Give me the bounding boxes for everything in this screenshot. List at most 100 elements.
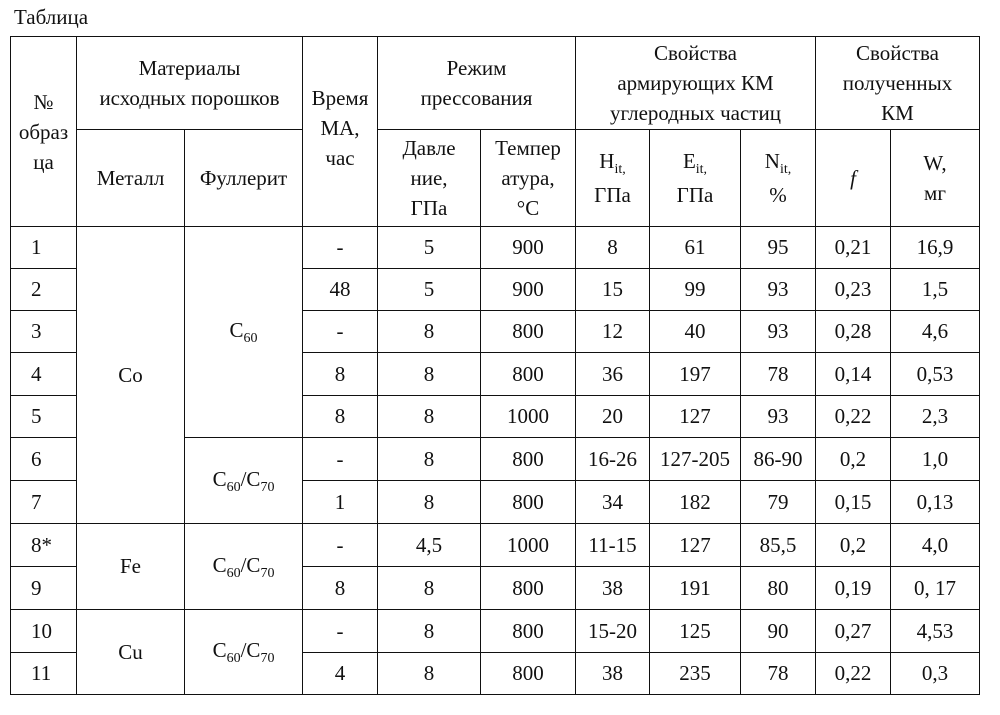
data-table: №образца Материалыисходных порошков Врем… [10, 36, 980, 695]
temperature-value: 800 [481, 353, 576, 396]
w-value: 1,5 [891, 269, 980, 311]
w-value: 1,0 [891, 438, 980, 481]
hit-value: 15 [576, 269, 650, 311]
hit-value: 16-26 [576, 438, 650, 481]
ma-time: 8 [303, 396, 378, 438]
w-value: 4,6 [891, 311, 980, 353]
w-value: 0,53 [891, 353, 980, 396]
nit-value: 95 [741, 227, 816, 269]
eit-value: 125 [650, 610, 741, 653]
f-value: 0,2 [816, 438, 891, 481]
fullerite-c60-c70: C60/C70 [185, 610, 303, 695]
ma-time: - [303, 610, 378, 653]
table-caption: Таблица [14, 4, 88, 30]
ma-time: 4 [303, 653, 378, 695]
table-row: 10 Cu C60/C70 - 8 800 15-20 125 90 0,27 … [11, 610, 980, 653]
pressure-value: 8 [378, 438, 481, 481]
ma-time: - [303, 311, 378, 353]
ma-time: - [303, 524, 378, 567]
nit-value: 93 [741, 311, 816, 353]
eit-value: 127 [650, 396, 741, 438]
temperature-value: 800 [481, 311, 576, 353]
hit-value: 8 [576, 227, 650, 269]
hit-value: 15-20 [576, 610, 650, 653]
header-pressing-mode: Режимпрессования [378, 37, 576, 130]
f-value: 0,28 [816, 311, 891, 353]
header-hit: Hit,ГПа [576, 130, 650, 227]
hit-value: 20 [576, 396, 650, 438]
w-value: 0, 17 [891, 567, 980, 610]
pressure-value: 8 [378, 353, 481, 396]
sample-number: 2 [11, 269, 77, 311]
f-value: 0,21 [816, 227, 891, 269]
pressure-value: 8 [378, 311, 481, 353]
fullerite-c60-c70: C60/C70 [185, 438, 303, 524]
hit-value: 34 [576, 481, 650, 524]
nit-value: 78 [741, 653, 816, 695]
nit-value: 85,5 [741, 524, 816, 567]
header-materials: Материалыисходных порошков [77, 37, 303, 130]
hit-value: 12 [576, 311, 650, 353]
eit-value: 40 [650, 311, 741, 353]
eit-value: 99 [650, 269, 741, 311]
pressure-value: 8 [378, 567, 481, 610]
sample-number: 4 [11, 353, 77, 396]
w-value: 4,0 [891, 524, 980, 567]
header-friction-f: f [816, 130, 891, 227]
temperature-value: 1000 [481, 396, 576, 438]
pressure-value: 4,5 [378, 524, 481, 567]
header-reinforcing-properties: Свойстваармирующих КМуглеродных частиц [576, 37, 816, 130]
sample-number: 11 [11, 653, 77, 695]
ma-time: - [303, 438, 378, 481]
f-value: 0,2 [816, 524, 891, 567]
nit-value: 90 [741, 610, 816, 653]
f-value: 0,22 [816, 396, 891, 438]
f-value: 0,23 [816, 269, 891, 311]
sample-number: 1 [11, 227, 77, 269]
metal-fe: Fe [77, 524, 185, 610]
f-value: 0,27 [816, 610, 891, 653]
temperature-value: 1000 [481, 524, 576, 567]
eit-value: 182 [650, 481, 741, 524]
hit-value: 36 [576, 353, 650, 396]
fullerite-c60-c70: C60/C70 [185, 524, 303, 610]
pressure-value: 5 [378, 227, 481, 269]
eit-value: 127-205 [650, 438, 741, 481]
header-wear-w: W,мг [891, 130, 980, 227]
pressure-value: 8 [378, 481, 481, 524]
hit-value: 11-15 [576, 524, 650, 567]
w-value: 16,9 [891, 227, 980, 269]
nit-value: 93 [741, 269, 816, 311]
ma-time: - [303, 227, 378, 269]
header-ma-time: ВремяМА,час [303, 37, 378, 227]
nit-value: 93 [741, 396, 816, 438]
ma-time: 48 [303, 269, 378, 311]
header-pressure: Давление,ГПа [378, 130, 481, 227]
sample-number: 5 [11, 396, 77, 438]
nit-value: 86-90 [741, 438, 816, 481]
pressure-value: 5 [378, 269, 481, 311]
header-obtained-properties: СвойстваполученныхКМ [816, 37, 980, 130]
ma-time: 8 [303, 567, 378, 610]
temperature-value: 900 [481, 227, 576, 269]
pressure-value: 8 [378, 653, 481, 695]
hit-value: 38 [576, 567, 650, 610]
temperature-value: 800 [481, 567, 576, 610]
fullerite-c60: C60 [185, 227, 303, 438]
eit-value: 191 [650, 567, 741, 610]
header-temperature: Температура,°С [481, 130, 576, 227]
table-row: 8* Fe C60/C70 - 4,5 1000 11-15 127 85,5 … [11, 524, 980, 567]
ma-time: 8 [303, 353, 378, 396]
f-value: 0,14 [816, 353, 891, 396]
sample-number: 9 [11, 567, 77, 610]
ma-time: 1 [303, 481, 378, 524]
w-value: 0,13 [891, 481, 980, 524]
temperature-value: 800 [481, 653, 576, 695]
f-value: 0,15 [816, 481, 891, 524]
temperature-value: 800 [481, 438, 576, 481]
hit-value: 38 [576, 653, 650, 695]
header-eit: Eit,ГПа [650, 130, 741, 227]
sample-number: 8* [11, 524, 77, 567]
nit-value: 79 [741, 481, 816, 524]
metal-cu: Cu [77, 610, 185, 695]
